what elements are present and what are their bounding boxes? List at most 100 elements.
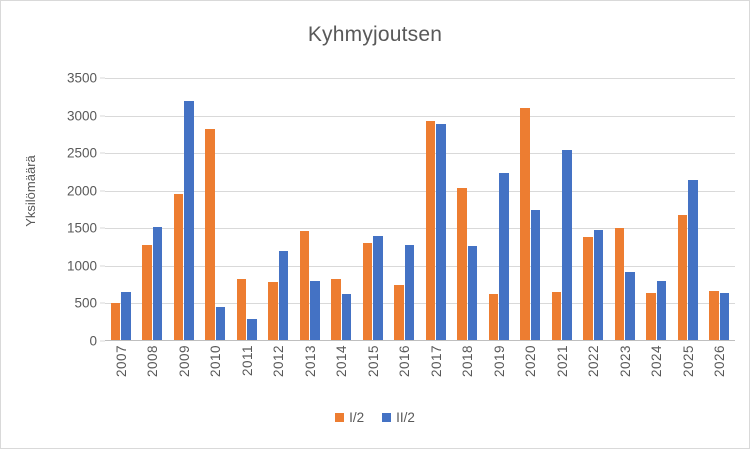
bar-2014-series2[interactable] (341, 294, 352, 341)
bar-2026-series1[interactable] (709, 290, 719, 341)
bar-2023-series2[interactable] (625, 271, 635, 341)
x-tick-label-2015: 2015 (365, 345, 381, 378)
bar-2008-series2[interactable] (152, 226, 163, 341)
legend-label: II/2 (396, 410, 415, 425)
bar-group (672, 78, 704, 341)
y-tick-label: 2500 (66, 145, 97, 161)
x-tick-label-2025: 2025 (680, 345, 696, 378)
bar-2016-series2[interactable] (404, 244, 415, 341)
bar-2012-series1[interactable] (268, 281, 278, 341)
y-tick-label: 2000 (66, 183, 97, 199)
x-tick-label-2024: 2024 (649, 345, 665, 378)
legend-item-1[interactable]: I/2 (335, 410, 364, 425)
bar-2011-series1[interactable] (236, 279, 247, 341)
legend-item-2[interactable]: II/2 (382, 410, 415, 425)
bar-2010-series1[interactable] (205, 129, 215, 341)
bar-2007-series1[interactable] (110, 303, 121, 341)
gridline (105, 265, 735, 267)
bar-group (452, 78, 484, 341)
bar-2022-series1[interactable] (583, 236, 593, 341)
x-tick-label-2017: 2017 (428, 345, 444, 378)
bar-2020-series1[interactable] (520, 108, 530, 341)
bar-2019-series2[interactable] (499, 173, 509, 341)
legend-label: I/2 (349, 410, 365, 425)
y-tick-mark (100, 77, 105, 79)
x-tick-label-2016: 2016 (397, 345, 413, 378)
legend-swatch-icon (335, 413, 345, 422)
bar-2022-series2[interactable] (593, 229, 604, 341)
x-tick-label-2012: 2012 (271, 345, 287, 378)
bar-2021-series1[interactable] (551, 292, 562, 341)
bar-2015-series1[interactable] (362, 242, 373, 341)
bar-2026-series2[interactable] (719, 292, 730, 341)
bar-group (483, 78, 515, 341)
bar-2009-series2[interactable] (184, 101, 194, 341)
bar-group (704, 78, 736, 341)
bar-2007-series2[interactable] (121, 292, 131, 341)
y-tick-label: 3500 (66, 70, 97, 86)
x-tick-label-2021: 2021 (554, 345, 570, 378)
x-tick-label-2020: 2020 (523, 345, 539, 378)
y-tick-mark (100, 302, 105, 304)
bar-group (105, 78, 137, 341)
y-tick-mark (100, 115, 105, 117)
y-tick-label: 1000 (66, 258, 97, 274)
bar-2010-series2[interactable] (215, 307, 226, 341)
x-tick-label-2011: 2011 (239, 345, 255, 377)
bar-2018-series2[interactable] (467, 246, 478, 341)
bar-2024-series2[interactable] (656, 280, 667, 341)
bar-2023-series1[interactable] (614, 227, 625, 341)
gridline (105, 153, 735, 155)
bar-2016-series1[interactable] (394, 285, 404, 341)
bar-group (326, 78, 358, 341)
bar-group (546, 78, 578, 341)
bar-2019-series1[interactable] (488, 294, 499, 341)
y-tick-mark (100, 190, 105, 192)
plot-area: 0 500 1000 1500 2000 2500 3000 3500 (67, 71, 735, 349)
bar-group (231, 78, 263, 341)
gridline (105, 115, 735, 117)
bar-group (263, 78, 295, 341)
y-tick-mark (100, 227, 105, 229)
bar-2020-series2[interactable] (530, 209, 541, 341)
bar-2021-series2[interactable] (562, 150, 572, 341)
bar-2009-series1[interactable] (173, 194, 184, 341)
bar-2024-series1[interactable] (646, 292, 656, 341)
bar-group (389, 78, 421, 341)
y-tick-mark (100, 152, 105, 154)
bar-2011-series2[interactable] (247, 319, 257, 341)
bar-group (168, 78, 200, 341)
x-tick-label-2008: 2008 (145, 345, 161, 378)
gridline (105, 78, 735, 79)
x-tick-label-2009: 2009 (176, 345, 192, 378)
y-tick-label: 3000 (66, 108, 97, 124)
bar-group (420, 78, 452, 341)
bar-2013-series2[interactable] (310, 280, 320, 341)
bar-group (294, 78, 326, 341)
bar-2025-series1[interactable] (677, 214, 688, 341)
bar-2015-series2[interactable] (373, 235, 383, 341)
x-tick-label-2013: 2013 (302, 345, 318, 378)
legend-swatch-icon (382, 413, 392, 422)
bar-2017-series2[interactable] (436, 123, 446, 341)
bar-2017-series1[interactable] (425, 120, 436, 341)
y-tick-label: 0 (89, 333, 97, 349)
bar-2008-series1[interactable] (142, 244, 152, 341)
x-tick-label-2007: 2007 (113, 345, 129, 378)
bars-layer (105, 78, 735, 341)
chart-legend: I/2 II/2 (1, 410, 749, 425)
bar-2013-series1[interactable] (299, 231, 310, 341)
bar-2025-series2[interactable] (688, 180, 698, 341)
y-tick-label: 1500 (66, 220, 97, 236)
bar-2014-series1[interactable] (331, 278, 341, 341)
gridline (105, 303, 735, 305)
x-tick-label-2010: 2010 (208, 345, 224, 378)
chart-title: Kyhmyjoutsen (307, 23, 443, 46)
bar-2018-series1[interactable] (457, 188, 467, 341)
bar-group (641, 78, 673, 341)
x-tick-label-2019: 2019 (491, 345, 507, 378)
x-tick-label-2026: 2026 (712, 345, 728, 378)
bar-2012-series2[interactable] (278, 250, 289, 341)
gridline (105, 228, 735, 230)
